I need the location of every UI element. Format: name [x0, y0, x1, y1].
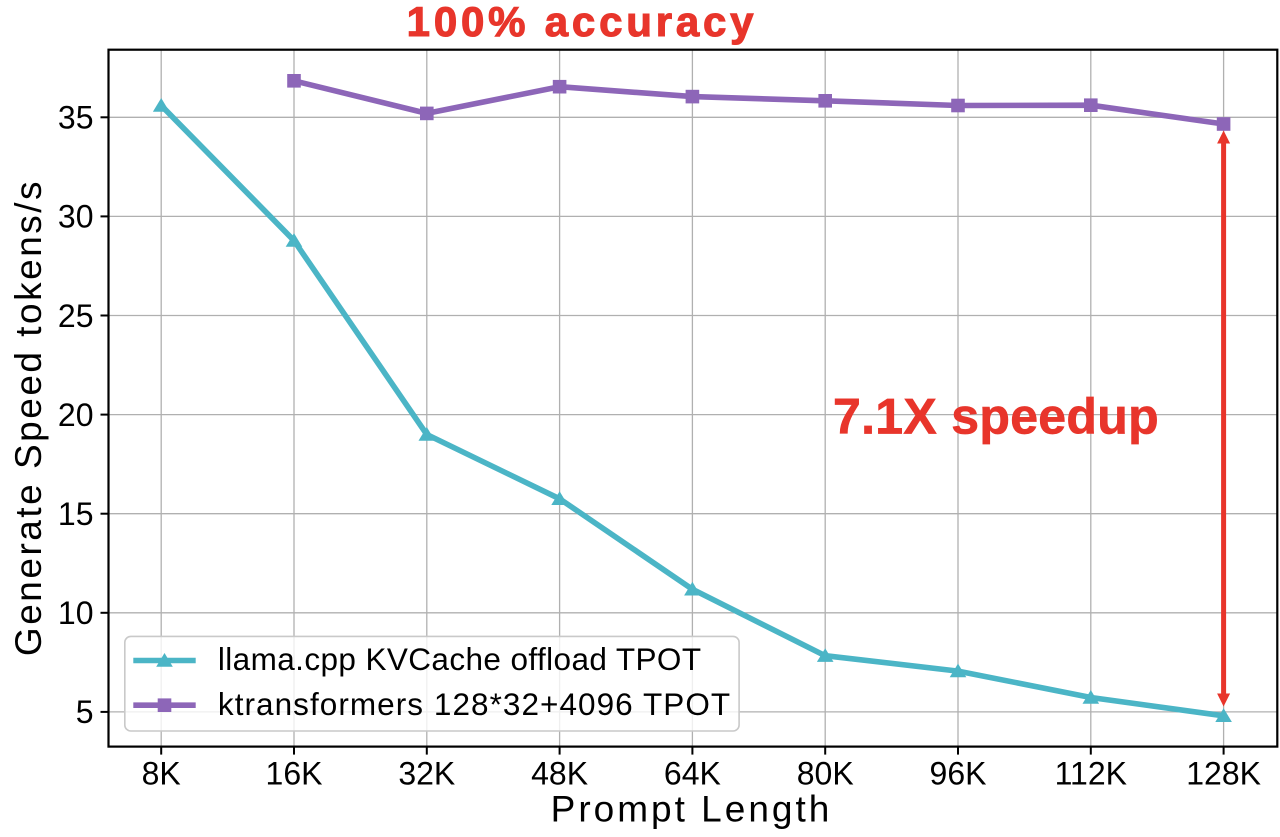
svg-text:25: 25 [58, 298, 94, 334]
svg-text:96K: 96K [930, 755, 987, 791]
svg-text:128K: 128K [1186, 755, 1261, 791]
svg-text:112K: 112K [1055, 755, 1127, 791]
svg-text:100% accuracy: 100% accuracy [407, 0, 758, 45]
svg-text:32K: 32K [398, 755, 455, 791]
svg-text:80K: 80K [797, 755, 854, 791]
svg-text:10: 10 [58, 595, 94, 631]
svg-text:16K: 16K [266, 755, 323, 791]
svg-text:7.1X speedup: 7.1X speedup [833, 388, 1159, 444]
svg-text:llama.cpp KVCache offload TPOT: llama.cpp KVCache offload TPOT [218, 641, 702, 677]
svg-text:Generate Speed tokens/s: Generate Speed tokens/s [8, 179, 49, 656]
svg-text:48K: 48K [531, 755, 588, 791]
svg-text:30: 30 [58, 199, 94, 235]
svg-text:8K: 8K [142, 755, 181, 791]
svg-text:64K: 64K [664, 755, 721, 791]
svg-text:35: 35 [58, 100, 94, 136]
svg-text:Prompt Length: Prompt Length [551, 789, 833, 830]
svg-text:ktransformers 128*32+4096 TPOT: ktransformers 128*32+4096 TPOT [218, 686, 731, 722]
svg-text:20: 20 [58, 397, 94, 433]
svg-text:15: 15 [58, 496, 94, 532]
svg-text:5: 5 [76, 694, 94, 730]
